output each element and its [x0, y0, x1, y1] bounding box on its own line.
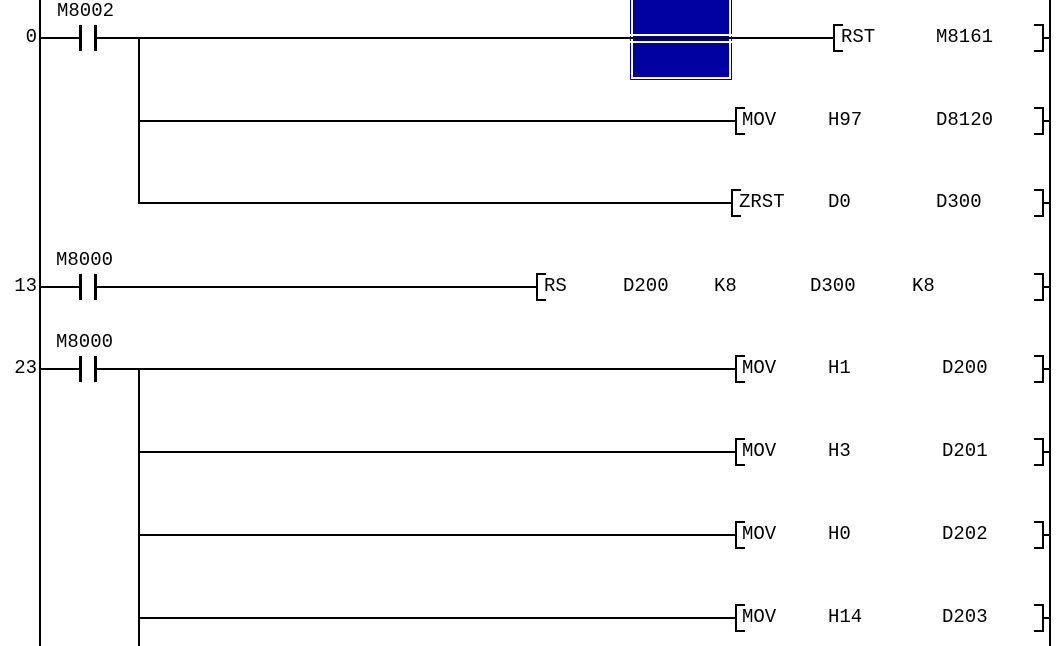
no-contact-left-stroke[interactable] — [79, 25, 82, 51]
operand-label[interactable]: D300 — [810, 275, 856, 297]
operand-label[interactable]: D200 — [623, 275, 669, 297]
rung-line — [138, 451, 735, 453]
operand-label[interactable]: H97 — [828, 109, 863, 131]
step-number: 13 — [14, 275, 37, 297]
operand-label[interactable]: H3 — [828, 440, 851, 462]
rung-line — [97, 286, 536, 288]
operand-label[interactable]: D0 — [828, 191, 851, 213]
close-bracket — [1034, 604, 1044, 632]
rung-line — [40, 286, 80, 288]
rung-line — [1043, 451, 1050, 453]
rung-line — [138, 534, 735, 536]
rung-line — [138, 120, 735, 122]
rung-line — [1043, 617, 1050, 619]
operand-label[interactable]: H1 — [828, 357, 851, 379]
instruction-op-label[interactable]: MOV — [742, 440, 777, 462]
close-bracket — [1034, 107, 1044, 135]
instruction-op-label[interactable]: ZRST — [739, 191, 785, 213]
open-bracket — [731, 189, 741, 217]
operand-label[interactable]: D202 — [942, 523, 988, 545]
operand-label[interactable]: D8120 — [936, 109, 994, 131]
selection-cursor[interactable] — [630, 0, 732, 80]
operand-label[interactable]: M8161 — [936, 26, 994, 48]
instruction-op-label[interactable]: MOV — [742, 357, 777, 379]
operand-label[interactable]: K8 — [714, 275, 737, 297]
left-power-rail — [39, 0, 41, 646]
close-bracket — [1034, 273, 1044, 301]
rung-line — [97, 37, 833, 39]
rung-line — [1043, 202, 1050, 204]
operand-label[interactable]: D200 — [942, 357, 988, 379]
close-bracket — [1034, 438, 1044, 466]
instruction-op-label[interactable]: MOV — [742, 109, 777, 131]
instruction-op-label[interactable]: MOV — [742, 606, 777, 628]
rung-line — [1043, 37, 1050, 39]
open-bracket — [833, 24, 843, 52]
rung-line — [1043, 286, 1050, 288]
operand-label[interactable]: K8 — [912, 275, 935, 297]
cursor-cell-divider-top — [630, 34, 732, 36]
open-bracket — [536, 273, 546, 301]
rung-line — [40, 37, 80, 39]
close-bracket — [1034, 521, 1044, 549]
no-contact-left-stroke[interactable] — [79, 274, 82, 300]
rung-line — [40, 368, 80, 370]
open-bracket — [735, 604, 745, 632]
operand-label[interactable]: D201 — [942, 440, 988, 462]
open-bracket — [735, 107, 745, 135]
step-number: 23 — [14, 357, 37, 379]
open-bracket — [735, 355, 745, 383]
open-bracket — [735, 438, 745, 466]
contact-label[interactable]: M8002 — [57, 0, 115, 22]
close-bracket — [1034, 189, 1044, 217]
instruction-op-label[interactable]: RS — [544, 275, 567, 297]
no-contact-left-stroke[interactable] — [79, 356, 82, 382]
cursor-inner-border — [631, 0, 731, 79]
rung-line — [1043, 368, 1050, 370]
rung-line — [1043, 534, 1050, 536]
no-contact-right-stroke[interactable] — [94, 25, 97, 51]
rung-line — [97, 368, 735, 370]
close-bracket — [1034, 24, 1044, 52]
operand-label[interactable]: D203 — [942, 606, 988, 628]
step-number: 0 — [25, 26, 37, 48]
rung-line — [1043, 120, 1050, 122]
open-bracket — [735, 521, 745, 549]
operand-label[interactable]: D300 — [936, 191, 982, 213]
rung-line — [138, 617, 735, 619]
instruction-op-label[interactable]: RST — [841, 26, 876, 48]
contact-label[interactable]: M8000 — [56, 331, 114, 353]
right-power-rail — [1049, 0, 1051, 646]
branch-line-rung23 — [138, 368, 140, 646]
close-bracket — [1034, 355, 1044, 383]
cursor-cell-divider-bottom — [630, 41, 732, 43]
operand-label[interactable]: H14 — [828, 606, 863, 628]
no-contact-right-stroke[interactable] — [94, 274, 97, 300]
contact-label[interactable]: M8000 — [56, 249, 114, 271]
no-contact-right-stroke[interactable] — [94, 356, 97, 382]
rung-line — [138, 202, 732, 204]
instruction-op-label[interactable]: MOV — [742, 523, 777, 545]
operand-label[interactable]: H0 — [828, 523, 851, 545]
